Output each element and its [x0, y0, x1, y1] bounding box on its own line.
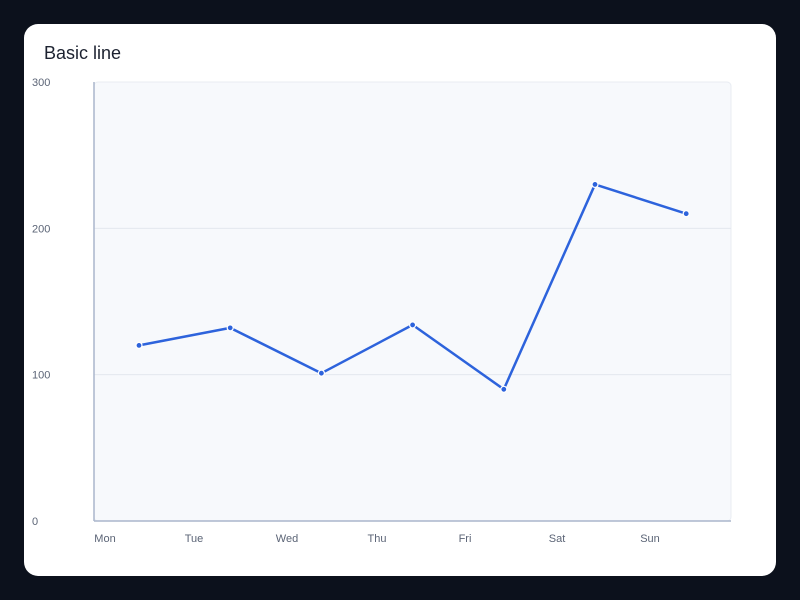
y-tick-label: 300 [32, 77, 50, 89]
data-points [135, 180, 690, 393]
x-tick-label: Wed [276, 533, 298, 545]
y-tick-label: 0 [32, 516, 38, 528]
data-point [409, 321, 417, 329]
plot-area [93, 81, 732, 522]
y-axis-ticks: 0 100 200 300 [32, 77, 50, 528]
data-point [226, 324, 234, 332]
data-point [317, 369, 325, 377]
y-tick-label: 100 [32, 370, 50, 382]
data-point [682, 210, 690, 218]
x-tick-label: Fri [459, 533, 472, 545]
data-point [500, 385, 508, 393]
x-axis-ticks: Mon Tue Wed Thu Fri Sat Sun [94, 533, 659, 545]
y-tick-label: 200 [32, 223, 50, 235]
x-tick-label: Tue [185, 533, 204, 545]
chart-title: Basic line [44, 43, 122, 63]
x-tick-label: Sun [640, 533, 660, 545]
x-tick-label: Thu [368, 533, 387, 545]
data-point [591, 180, 599, 189]
x-tick-label: Mon [94, 533, 115, 545]
data-point [135, 341, 143, 349]
x-tick-label: Sat [549, 533, 566, 545]
grid-lines [94, 227, 731, 376]
